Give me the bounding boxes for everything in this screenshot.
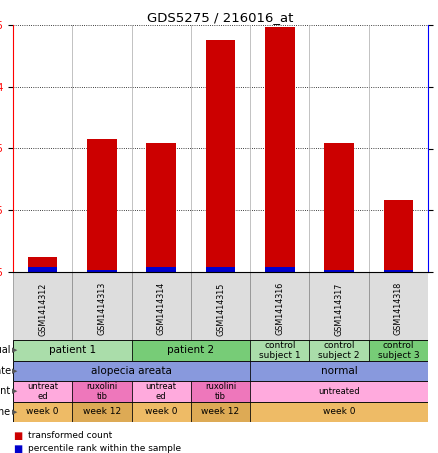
Bar <box>250 401 428 422</box>
Text: ruxolini
tib: ruxolini tib <box>205 381 236 401</box>
Text: ▶: ▶ <box>12 347 18 353</box>
Bar <box>309 340 369 361</box>
Bar <box>265 267 295 272</box>
Bar <box>324 143 354 272</box>
Text: week 0: week 0 <box>145 407 177 416</box>
Text: untreat
ed: untreat ed <box>146 381 177 401</box>
Text: GSM1414318: GSM1414318 <box>394 282 403 336</box>
Bar <box>146 267 176 272</box>
Bar <box>384 270 413 272</box>
Bar <box>28 257 57 272</box>
Text: week 12: week 12 <box>83 407 121 416</box>
Text: week 0: week 0 <box>26 407 59 416</box>
Text: percentile rank within the sample: percentile rank within the sample <box>28 444 181 453</box>
Bar <box>369 272 428 340</box>
Text: control
subject 1: control subject 1 <box>259 341 300 360</box>
Text: alopecia areata: alopecia areata <box>91 366 172 376</box>
Bar <box>250 361 428 381</box>
Text: ▶: ▶ <box>12 409 18 415</box>
Title: GDS5275 / 216016_at: GDS5275 / 216016_at <box>147 11 294 24</box>
Bar <box>324 270 354 272</box>
Text: agent: agent <box>0 386 11 396</box>
Bar <box>384 200 413 272</box>
Bar <box>87 139 117 272</box>
Bar <box>146 143 176 272</box>
Bar <box>13 401 72 422</box>
Text: GSM1414316: GSM1414316 <box>276 282 284 336</box>
Text: ▶: ▶ <box>12 388 18 394</box>
Text: GSM1414315: GSM1414315 <box>216 282 225 336</box>
Text: week 12: week 12 <box>201 407 240 416</box>
Text: week 0: week 0 <box>323 407 355 416</box>
Bar <box>13 272 72 340</box>
Bar <box>87 270 117 272</box>
Bar <box>191 381 250 401</box>
Text: disease state: disease state <box>0 366 11 376</box>
Text: ▶: ▶ <box>12 368 18 374</box>
Text: untreated: untreated <box>318 387 360 396</box>
Text: untreat
ed: untreat ed <box>27 381 58 401</box>
Bar <box>131 381 191 401</box>
Text: control
subject 2: control subject 2 <box>318 341 360 360</box>
Bar <box>191 272 250 340</box>
Text: ruxolini
tib: ruxolini tib <box>86 381 117 401</box>
Text: transformed count: transformed count <box>28 431 113 440</box>
Text: GSM1414317: GSM1414317 <box>335 282 343 336</box>
Bar <box>250 381 428 401</box>
Bar <box>250 340 309 361</box>
Bar <box>13 340 131 361</box>
Text: patient 1: patient 1 <box>49 345 96 355</box>
Bar <box>131 401 191 422</box>
Bar <box>369 340 428 361</box>
Text: time: time <box>0 407 11 417</box>
Text: ■: ■ <box>13 444 22 453</box>
Text: patient 2: patient 2 <box>167 345 215 355</box>
Bar <box>206 40 235 272</box>
Bar <box>131 340 250 361</box>
Text: normal: normal <box>321 366 357 376</box>
Text: GSM1414313: GSM1414313 <box>97 282 106 336</box>
Bar <box>309 272 369 340</box>
Bar <box>72 381 131 401</box>
Bar <box>13 381 72 401</box>
Text: ■: ■ <box>13 431 22 441</box>
Bar <box>250 272 309 340</box>
Text: GSM1414312: GSM1414312 <box>38 282 47 336</box>
Bar <box>13 361 250 381</box>
Bar <box>28 267 57 272</box>
Bar <box>191 401 250 422</box>
Bar <box>72 272 131 340</box>
Text: control
subject 3: control subject 3 <box>378 341 419 360</box>
Bar <box>72 401 131 422</box>
Text: GSM1414314: GSM1414314 <box>157 282 166 336</box>
Bar <box>206 267 235 272</box>
Text: individual: individual <box>0 345 11 355</box>
Bar <box>131 272 191 340</box>
Bar <box>265 28 295 272</box>
